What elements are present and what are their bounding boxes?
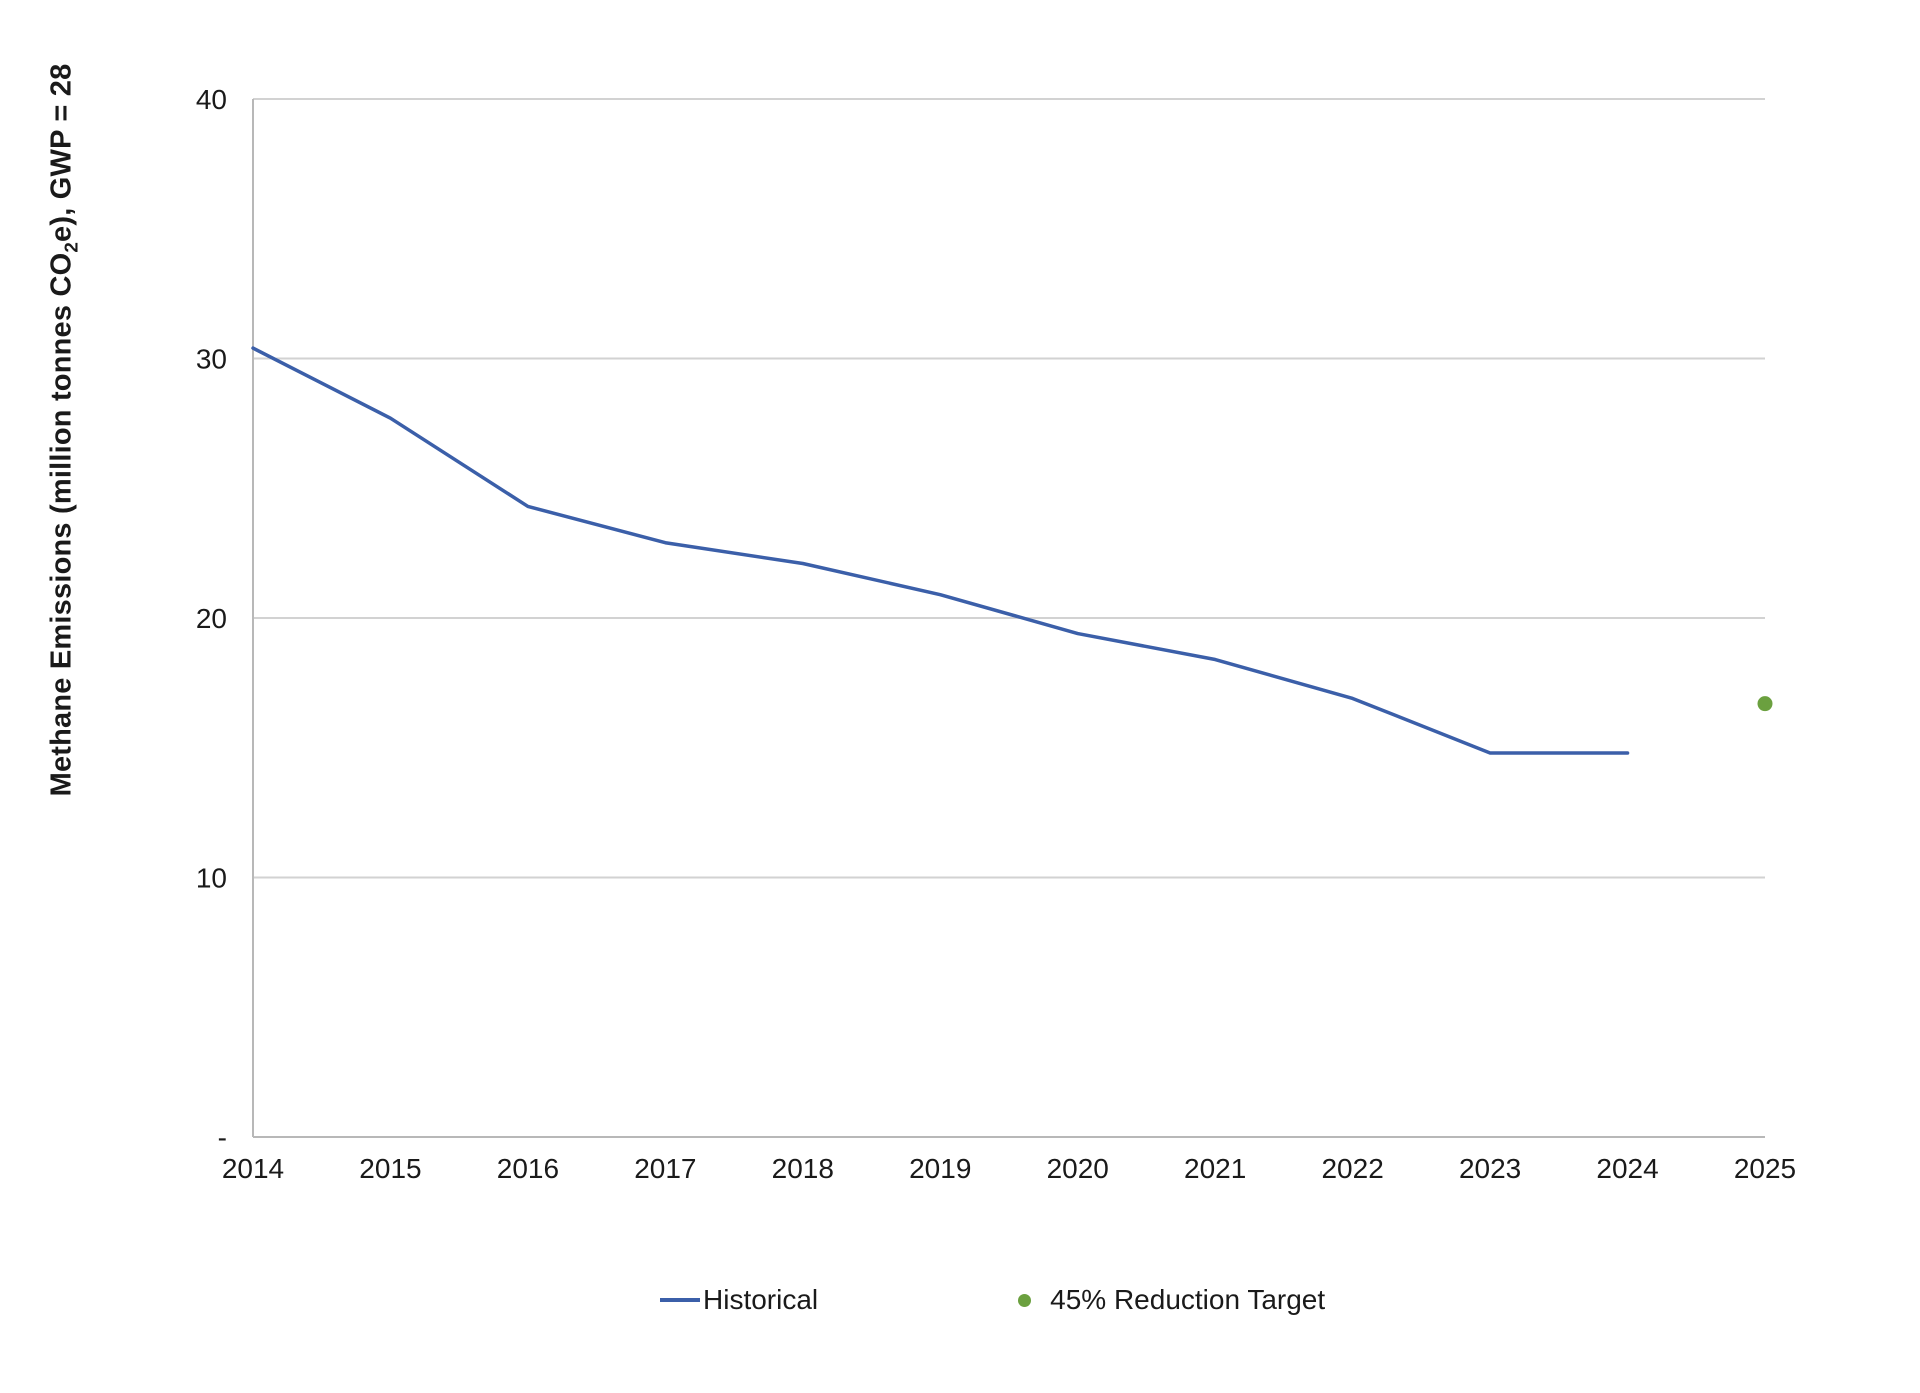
legend: Historical 45% Reduction Target: [660, 1284, 1325, 1316]
x-tick-label: 2015: [359, 1153, 421, 1184]
x-tick-label: 2014: [222, 1153, 284, 1184]
x-tick-label: 2020: [1047, 1153, 1109, 1184]
target-point: [1757, 696, 1773, 712]
y-tick-label: 30: [196, 344, 227, 375]
historical-line-swatch: [660, 1298, 700, 1302]
x-tick-label: 2024: [1596, 1153, 1658, 1184]
legend-label-target: 45% Reduction Target: [1050, 1284, 1326, 1315]
historical-line: [251, 346, 1630, 755]
x-tick-label: 2023: [1459, 1153, 1521, 1184]
legend-label-historical: Historical: [703, 1284, 819, 1315]
legend-item-target: 45% Reduction Target: [1018, 1284, 1325, 1316]
x-tick-label: 2018: [772, 1153, 834, 1184]
x-tick-label: 2021: [1184, 1153, 1246, 1184]
x-tick-label: 2025: [1734, 1153, 1796, 1184]
target-dot-swatch: [1018, 1293, 1032, 1307]
y-tick-label: 10: [196, 863, 227, 894]
y-tick-label: 20: [196, 603, 227, 634]
y-tick-label: -: [218, 1122, 227, 1153]
legend-item-historical: Historical: [660, 1284, 818, 1316]
x-tick-label: 2016: [497, 1153, 559, 1184]
y-tick-label: 40: [196, 84, 227, 115]
x-tick-label: 2019: [909, 1153, 971, 1184]
x-tick-label: 2017: [634, 1153, 696, 1184]
x-tick-label: 2022: [1321, 1153, 1383, 1184]
